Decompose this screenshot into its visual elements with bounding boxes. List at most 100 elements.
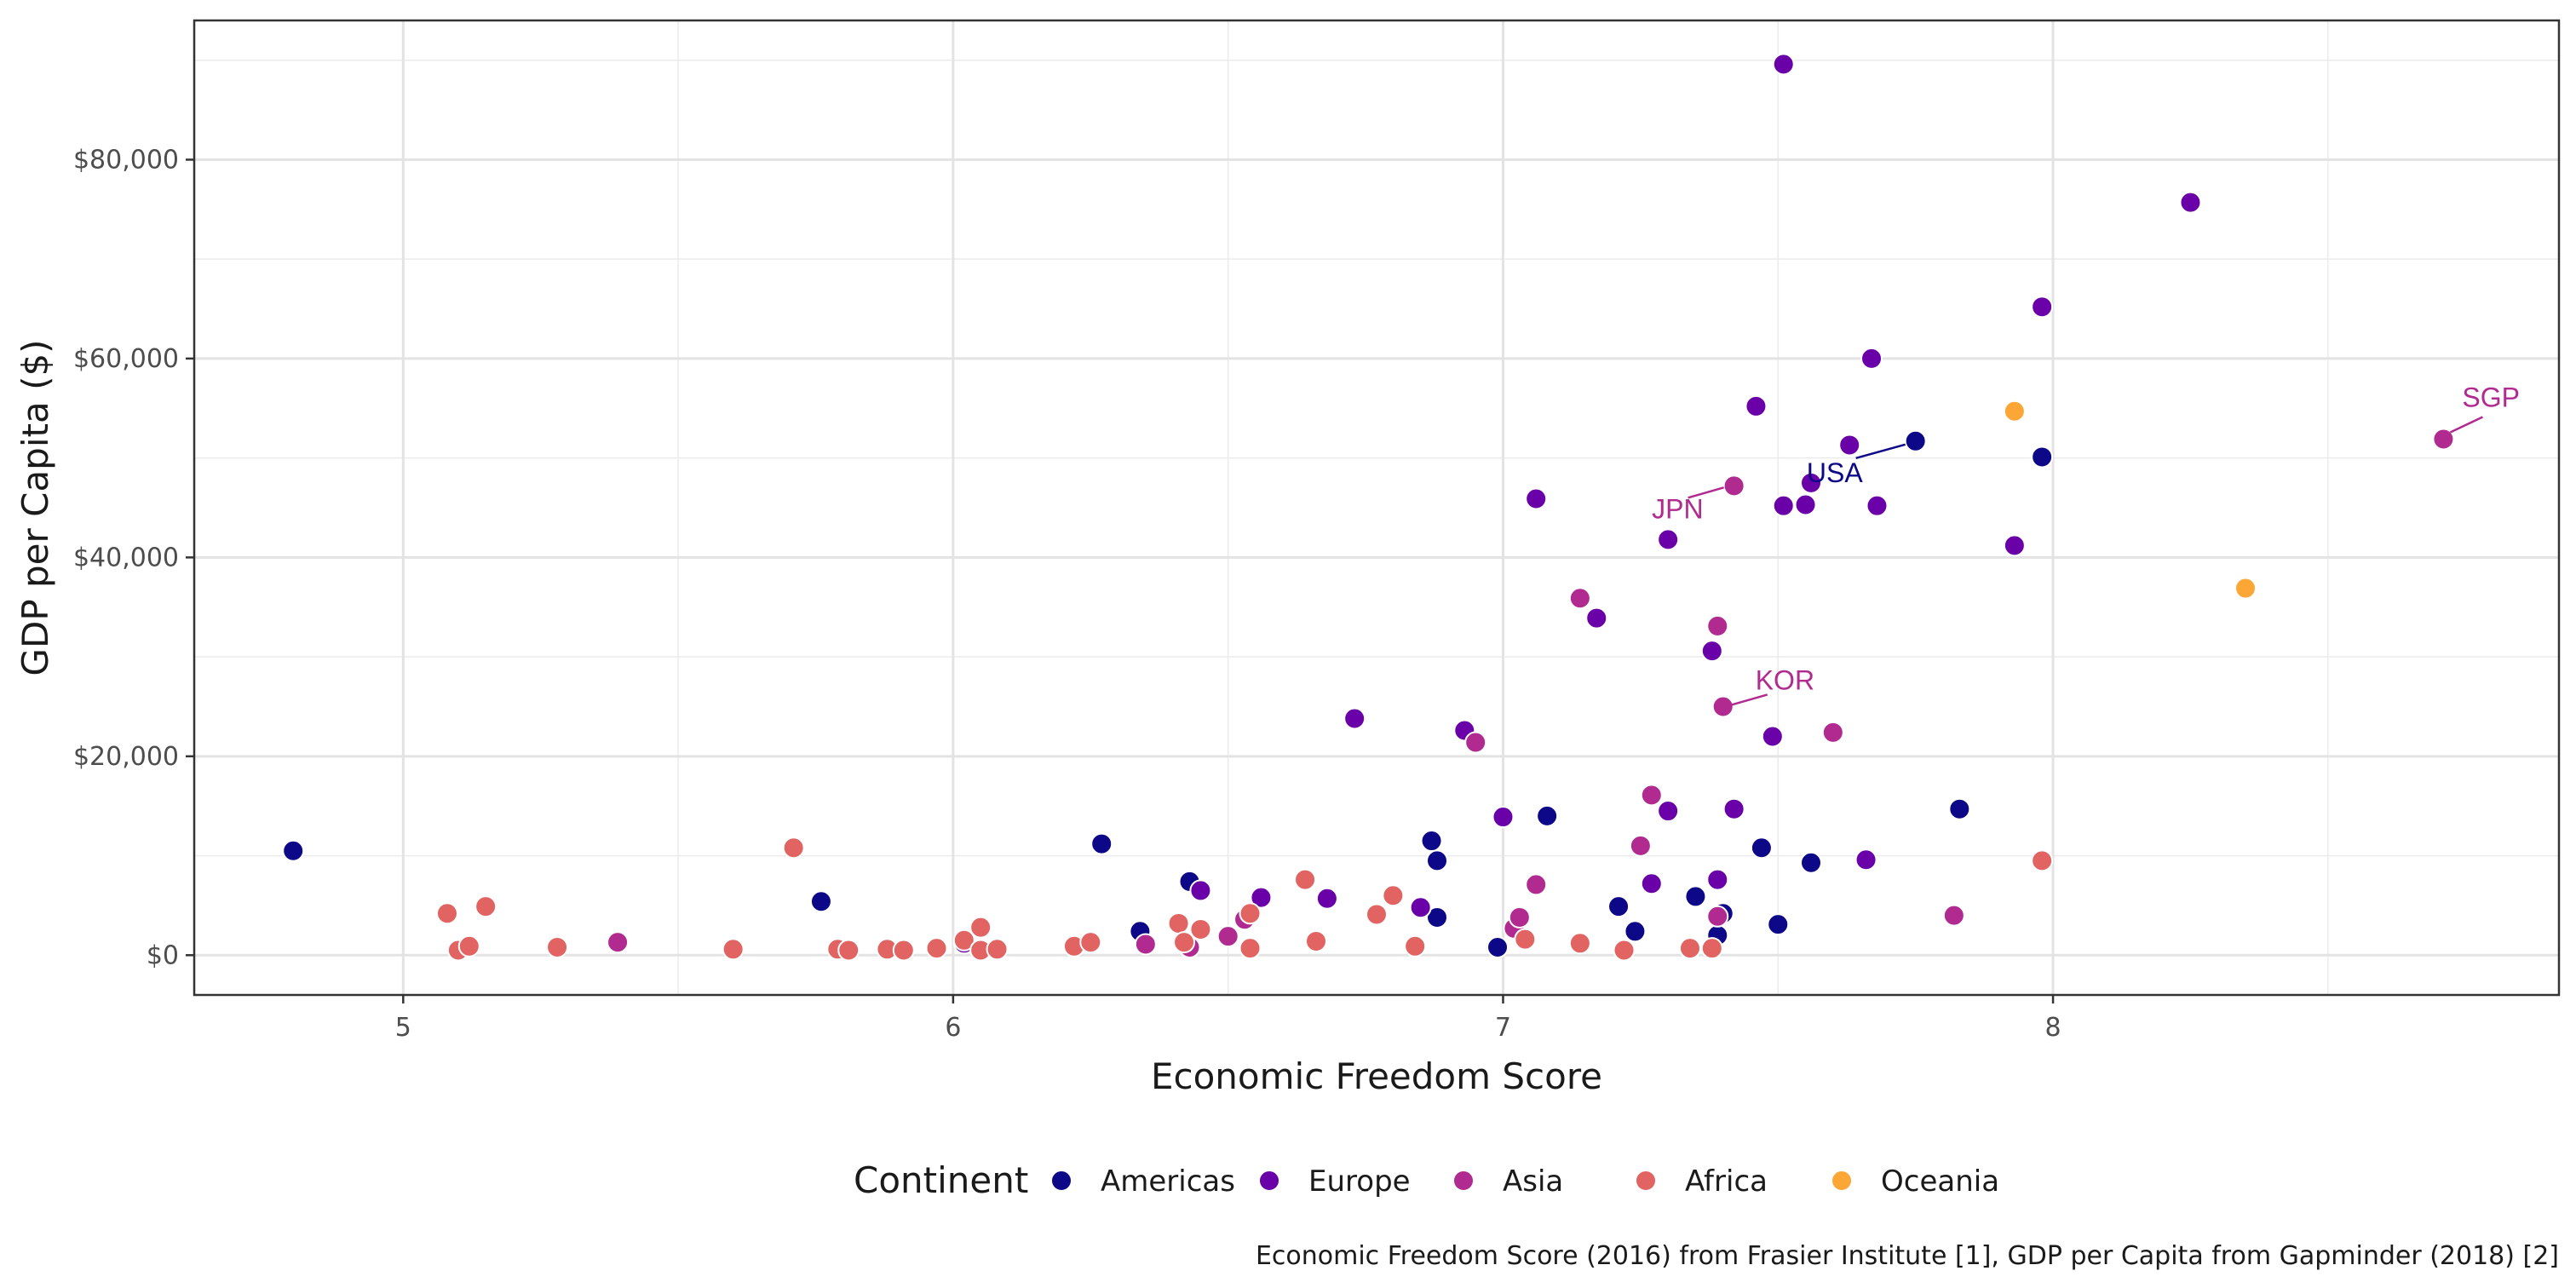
- data-point: [1607, 895, 1630, 918]
- y-tick-label: $60,000: [73, 344, 179, 374]
- data-point: [1706, 905, 1729, 928]
- panel-fill: [194, 20, 2559, 995]
- data-point: [1745, 394, 1768, 417]
- data-point: [1657, 800, 1680, 823]
- data-point: [2031, 849, 2054, 872]
- data-point: [1706, 868, 1729, 891]
- data-point: [809, 890, 832, 913]
- annotation-label: JPN: [1652, 493, 1703, 524]
- data-point: [1189, 879, 1212, 902]
- data-point: [1568, 932, 1591, 955]
- x-axis-title: Economic Freedom Score: [1151, 1055, 1602, 1097]
- data-point: [1706, 614, 1729, 637]
- data-point: [1800, 471, 1823, 494]
- data-point: [2031, 296, 2054, 319]
- data-point: [1250, 886, 1273, 909]
- data-point: [1492, 806, 1515, 829]
- data-point: [1173, 931, 1196, 954]
- data-point: [1189, 917, 1212, 940]
- data-point: [1838, 434, 1861, 457]
- data-point: [1167, 911, 1190, 934]
- data-point: [1514, 928, 1537, 951]
- data-point: [2179, 191, 2202, 214]
- data-point: [435, 902, 458, 925]
- data-point: [1700, 640, 1723, 663]
- data-point: [2234, 577, 2257, 600]
- data-point: [1420, 830, 1443, 853]
- plot-panel: [194, 20, 2559, 995]
- annotation-leader: [1688, 486, 1724, 499]
- data-point: [1294, 868, 1317, 891]
- data-point: [1304, 929, 1327, 952]
- data-point: [1711, 695, 1734, 718]
- legend-key: [1831, 1170, 1853, 1192]
- y-axis-title: GDP per Capita ($): [14, 339, 56, 676]
- legend-label: Americas: [1101, 1164, 1235, 1199]
- data-point: [1772, 494, 1795, 517]
- data-point: [2432, 428, 2455, 451]
- legend-title: Continent: [854, 1159, 1028, 1201]
- data-point: [1794, 493, 1817, 516]
- data-point: [1404, 934, 1427, 957]
- data-point: [1343, 707, 1366, 730]
- data-point: [1866, 494, 1889, 517]
- data-point: [1761, 725, 1784, 748]
- point-annotations: SGP USA JPN KOR: [1652, 382, 2520, 706]
- data-point: [1640, 872, 1663, 895]
- data-point: [2003, 400, 2026, 423]
- legend-key: [1452, 1170, 1475, 1192]
- annotation-leader: [1731, 693, 1768, 706]
- data-point: [722, 938, 745, 961]
- data-point: [1854, 848, 1877, 871]
- major-gridlines: [194, 20, 2559, 995]
- data-point: [2031, 446, 2054, 469]
- y-tick-label: $0: [147, 940, 179, 970]
- data-point: [1657, 528, 1680, 551]
- y-axis-ticks: $0 $20,000 $40,000 $60,000 $80,000: [73, 145, 194, 970]
- annotation-label: USA: [1807, 457, 1863, 488]
- legend-label: Europe: [1308, 1164, 1411, 1199]
- data-points: [282, 53, 2455, 962]
- data-point: [952, 929, 975, 952]
- annotation-leader: [2449, 416, 2483, 434]
- legend-label: Oceania: [1881, 1164, 1999, 1199]
- data-point: [1464, 731, 1487, 754]
- data-point: [1079, 931, 1102, 954]
- data-point: [1767, 913, 1790, 936]
- data-point: [1216, 925, 1239, 948]
- data-point: [1090, 832, 1113, 855]
- data-point: [925, 937, 948, 960]
- x-tick-label: 8: [2045, 1013, 2061, 1043]
- data-point: [1508, 906, 1531, 929]
- legend-items: Americas Europe Asia Africa Oceania: [1050, 1164, 1999, 1199]
- y-tick-label: $20,000: [73, 742, 179, 772]
- data-point: [1750, 837, 1773, 860]
- data-point: [1640, 784, 1663, 807]
- x-tick-label: 7: [1495, 1013, 1511, 1043]
- data-point: [837, 939, 860, 962]
- plot-panel-border: [193, 19, 2561, 997]
- x-tick-label: 6: [945, 1013, 961, 1043]
- data-point: [1568, 587, 1591, 610]
- legend: Continent Americas Europe Asia Africa Oceani…: [854, 1159, 1999, 1201]
- data-point: [1134, 933, 1157, 956]
- data-point: [457, 934, 480, 957]
- data-point: [1948, 797, 1971, 820]
- data-point: [1624, 920, 1647, 943]
- panel-border: [193, 19, 2561, 997]
- data-point: [1382, 884, 1405, 907]
- data-point: [1525, 487, 1548, 510]
- x-axis-ticks: 5 6 7 8: [395, 995, 2061, 1043]
- data-point: [1486, 935, 1509, 958]
- data-point: [1772, 53, 1795, 76]
- data-point: [1722, 474, 1745, 497]
- legend-key: [1050, 1170, 1072, 1192]
- data-point: [1525, 873, 1548, 896]
- data-point: [1409, 896, 1432, 919]
- x-tick-label: 5: [395, 1013, 411, 1043]
- data-point: [1239, 937, 1262, 960]
- data-point: [282, 839, 305, 862]
- data-point: [1613, 939, 1636, 962]
- annotation-label: KOR: [1756, 664, 1814, 695]
